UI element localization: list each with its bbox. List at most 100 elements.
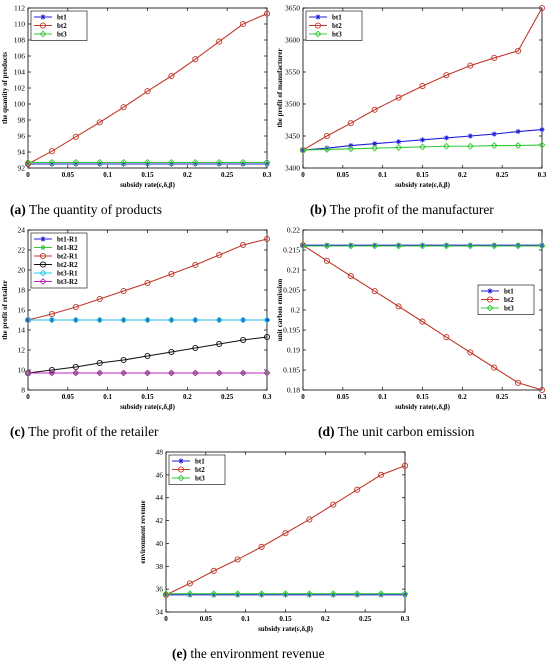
data-point [402, 592, 408, 598]
data-point [48, 369, 56, 377]
legend-marker [39, 30, 47, 38]
x-tick-label: 0.15 [141, 393, 154, 401]
series-bt3-R2 [24, 369, 271, 377]
legend-marker [39, 22, 47, 29]
y-tick-label: 18 [18, 286, 26, 295]
data-point [216, 38, 223, 45]
data-point [347, 272, 354, 280]
y-tick-label: 92 [18, 164, 26, 173]
y-tick-label: 40 [156, 539, 164, 548]
x-tick-label: 0.25 [359, 615, 372, 623]
data-point [282, 530, 289, 537]
data-point [538, 141, 546, 149]
data-point [24, 369, 32, 377]
data-point [324, 145, 330, 151]
data-point [120, 316, 128, 324]
x-tick-label: 0.1 [103, 393, 112, 401]
x-tick-label: 0.3 [263, 171, 272, 179]
data-point [538, 4, 546, 12]
data-point [162, 590, 170, 598]
data-point [263, 10, 271, 17]
caption-b-text: The profit of the manufacturer [326, 202, 494, 217]
data-point [73, 161, 79, 167]
chart-e: 0 0.05 0.1 0.15 0.2 0.25 0.3 34 36 38 40 42 44 46 48 su… [139, 448, 410, 634]
x-tick-label: 0.3 [538, 393, 547, 401]
x-tick-label: 0.05 [62, 393, 75, 401]
data-point [514, 142, 522, 150]
data-point [191, 158, 199, 166]
series-line [165, 465, 406, 596]
y-tick-label: 46 [156, 470, 164, 479]
data-point [353, 590, 361, 598]
x-tick-label: 0.15 [416, 171, 429, 179]
data-point [371, 106, 378, 113]
data-point [396, 242, 402, 248]
legend-marker [40, 14, 46, 20]
x-tick-label: 0.2 [183, 171, 192, 179]
data-point [192, 344, 199, 352]
data-point [234, 556, 241, 563]
data-point [490, 242, 498, 250]
data-point [401, 590, 409, 598]
legend-marker [39, 261, 47, 268]
series-bt2 [24, 10, 271, 168]
data-point [167, 369, 175, 377]
y-tick-label: 38 [156, 562, 164, 571]
data-point [239, 316, 247, 324]
data-point [72, 316, 80, 324]
y-axis-label: unit carbon emission [276, 279, 284, 341]
y-tick-label: 3400 [285, 164, 300, 173]
caption-e: (e) the environment revenue [172, 646, 325, 662]
legend-label: bt2 [57, 22, 67, 30]
data-point [186, 580, 193, 587]
data-point [168, 348, 175, 356]
data-point [216, 161, 222, 167]
data-point [215, 158, 223, 166]
legend-label: bt3-R2 [57, 278, 78, 286]
series-bt3-R1 [24, 316, 271, 324]
data-point [234, 590, 242, 598]
legend-label: bt1 [195, 458, 205, 466]
data-point [300, 242, 306, 248]
y-tick-label: 48 [156, 448, 164, 457]
data-point [305, 590, 313, 598]
y-tick-label: 3550 [285, 68, 300, 77]
x-tick-label: 0.05 [337, 171, 350, 179]
x-tick-label: 0.05 [200, 615, 213, 623]
data-point [347, 120, 354, 127]
y-tick-label: 110 [14, 20, 25, 29]
data-point [216, 340, 223, 348]
data-point [419, 318, 426, 325]
data-point [372, 141, 378, 147]
data-point [24, 160, 32, 168]
series-bt2-R2 [24, 333, 271, 377]
x-tick-label: 0 [26, 171, 30, 179]
data-point [419, 143, 426, 151]
y-tick-label: 22 [18, 246, 26, 255]
legend-label: bt1 [57, 14, 67, 22]
x-axis-label: subsidy rate(ε,δ,β) [395, 403, 451, 411]
legend-label: bt3 [195, 475, 205, 483]
x-tick-label: 0.25 [221, 171, 234, 179]
data-point [144, 88, 151, 95]
legend-label: bt3-R1 [57, 270, 78, 278]
legend-marker [177, 474, 185, 482]
y-axis-label: the quantity of products [1, 52, 9, 124]
x-tick-label: 0.2 [458, 171, 467, 179]
data-point [167, 158, 175, 166]
x-tick-label: 0 [164, 615, 168, 623]
data-point [240, 161, 246, 167]
legend-marker [487, 288, 493, 294]
y-tick-label: 0.205 [283, 286, 300, 295]
data-point [96, 369, 104, 377]
data-point [96, 119, 103, 126]
data-point [306, 592, 312, 598]
y-tick-label: 0.18 [287, 386, 300, 395]
x-tick-label: 0.05 [62, 171, 75, 179]
data-point [97, 161, 103, 167]
data-point [24, 316, 32, 324]
caption-a-letter: (a) [10, 202, 26, 217]
y-tick-label: 3600 [285, 36, 300, 45]
